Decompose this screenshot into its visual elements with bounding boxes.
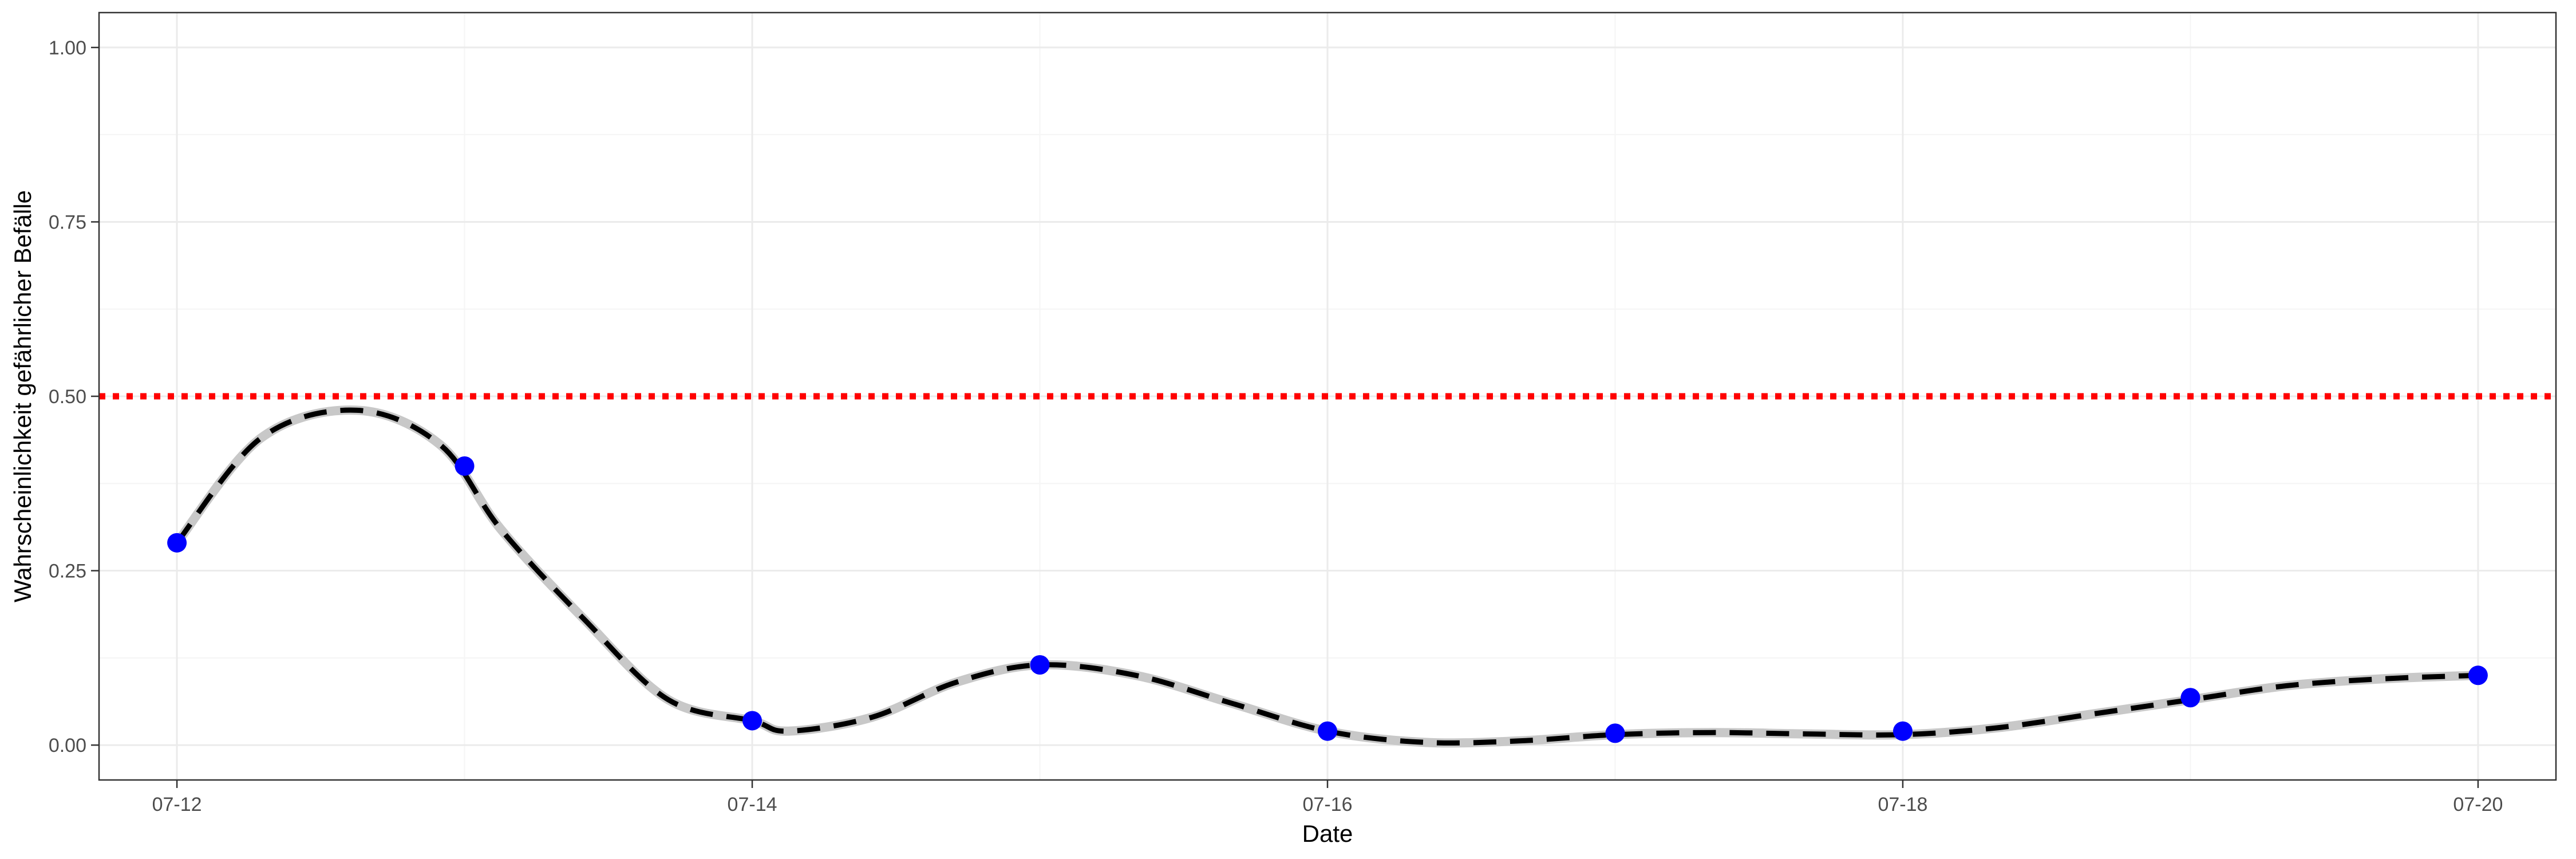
y-tick-label: 0.75 bbox=[49, 211, 86, 233]
data-point bbox=[2468, 665, 2488, 685]
data-point bbox=[167, 533, 187, 553]
y-axis-title: Wahrscheinlichkeit gefährlicher Befälle bbox=[9, 190, 36, 602]
x-axis-ticks: 07-12 07-14 07-16 07-18 07-20 bbox=[152, 780, 2503, 815]
data-point bbox=[1893, 721, 1913, 741]
x-tick-label: 07-16 bbox=[1303, 794, 1353, 815]
data-point bbox=[742, 711, 762, 731]
dashed-curve-line bbox=[175, 407, 2479, 746]
x-tick-label: 07-20 bbox=[2453, 794, 2503, 815]
data-point bbox=[1605, 723, 1625, 743]
points-layer bbox=[167, 456, 2488, 743]
x-tick-label: 07-14 bbox=[728, 794, 777, 815]
y-tick-label: 0.50 bbox=[49, 386, 86, 408]
y-tick-label: 0.00 bbox=[49, 735, 86, 756]
data-point bbox=[1030, 655, 1050, 675]
data-point bbox=[2180, 688, 2200, 708]
x-axis-title: Date bbox=[1302, 820, 1353, 847]
y-tick-label: 0.25 bbox=[49, 561, 86, 582]
y-axis-ticks: 0.00 0.25 0.50 0.75 1.00 bbox=[49, 37, 99, 756]
y-tick-label: 1.00 bbox=[49, 37, 86, 59]
x-tick-label: 07-12 bbox=[152, 794, 202, 815]
data-point bbox=[455, 456, 475, 476]
data-point bbox=[1318, 721, 1337, 741]
curve-layer bbox=[175, 407, 2479, 746]
x-tick-label: 07-18 bbox=[1878, 794, 1927, 815]
